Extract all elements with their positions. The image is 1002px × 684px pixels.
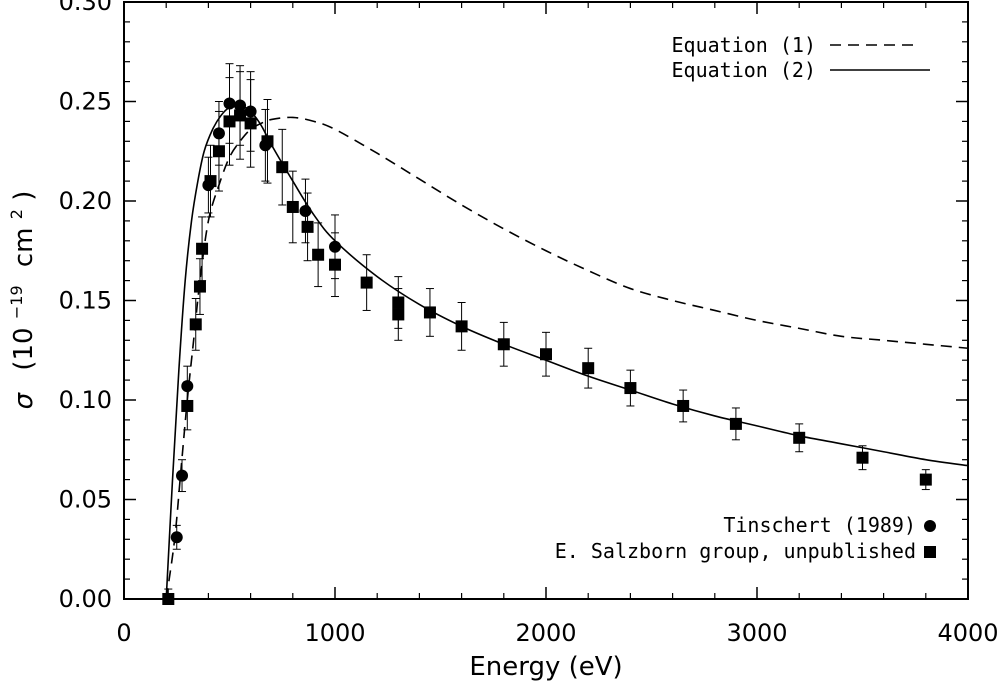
data-point-salzborn	[423, 306, 436, 319]
x-axis-label: Energy (eV)	[469, 652, 622, 682]
legend-bottom-right: Tinschert (1989) E. Salzborn group, unpu…	[555, 513, 936, 563]
x-tick-label: 0	[116, 619, 131, 647]
y-axis-unit-close: )	[9, 191, 39, 201]
data-point-salzborn	[204, 175, 217, 188]
data-point-salzborn	[234, 109, 247, 122]
y-axis-unit-open: (10	[9, 327, 39, 370]
y-tick-label: 0.20	[59, 187, 112, 215]
data-point-salzborn	[212, 145, 225, 158]
y-tick-labels: 0.00 0.05 0.10 0.15 0.20 0.25 0.30	[59, 0, 112, 613]
data-point-salzborn	[276, 161, 289, 174]
data-point-salzborn	[301, 220, 314, 233]
data-points	[162, 63, 932, 605]
data-point-salzborn	[677, 399, 690, 412]
data-point-salzborn	[244, 117, 257, 130]
data-point-salzborn	[286, 200, 299, 213]
data-point-salzborn	[624, 382, 637, 395]
legend-tinschert-label: Tinschert (1989)	[723, 513, 916, 537]
data-point-salzborn	[360, 276, 373, 289]
data-point-salzborn	[181, 399, 194, 412]
data-point-tinschert	[176, 469, 189, 482]
y-tick-label: 0.10	[59, 386, 112, 414]
data-point-salzborn	[193, 280, 206, 293]
data-point-salzborn	[455, 320, 468, 333]
curve-equation-2	[165, 104, 969, 600]
legend-equation-2-label: Equation (2)	[672, 58, 817, 82]
svg-text:σ (10 −19 cm: σ (10 −19 cm 2 )	[0, 191, 39, 410]
y-tick-label: 0.25	[59, 88, 112, 116]
data-point-salzborn	[196, 242, 209, 255]
data-point-salzborn	[497, 338, 510, 351]
data-point-salzborn	[729, 417, 742, 430]
legend-salzborn-marker	[924, 546, 936, 558]
data-point-salzborn	[162, 593, 175, 605]
y-axis-unit: cm	[9, 227, 39, 267]
x-tick-labels: 0 1000 2000 3000 4000	[116, 619, 998, 647]
legend-salzborn-label: E. Salzborn group, unpublished	[555, 539, 916, 563]
legend-top-right: Equation (1) Equation (2)	[672, 33, 930, 82]
legend-equation-1-label: Equation (1)	[672, 33, 817, 57]
y-axis-unit-exponent: 2	[7, 209, 26, 219]
data-point-salzborn	[919, 473, 932, 486]
x-tick-label: 1000	[304, 619, 365, 647]
data-point-salzborn	[223, 115, 236, 128]
data-point-salzborn	[856, 451, 869, 464]
data-point-salzborn	[582, 362, 595, 375]
data-point-salzborn	[793, 431, 806, 444]
legend-tinschert-marker	[924, 520, 936, 532]
axis-ticks	[123, 1, 969, 600]
data-point-tinschert	[170, 531, 183, 544]
x-tick-label: 4000	[937, 619, 998, 647]
x-tick-label: 3000	[726, 619, 787, 647]
y-axis-symbol: σ	[9, 391, 39, 409]
data-point-salzborn	[329, 258, 341, 271]
y-axis-exponent: −19	[7, 285, 26, 319]
data-point-salzborn	[312, 248, 325, 261]
data-point-salzborn	[189, 318, 202, 331]
y-tick-label: 0.00	[59, 585, 112, 613]
data-point-salzborn	[261, 135, 274, 148]
y-axis-label: σ (10 −19 cm 2 )	[0, 191, 39, 410]
data-point-tinschert	[299, 204, 312, 217]
data-point-salzborn	[392, 308, 405, 321]
y-tick-label: 0.30	[59, 0, 112, 16]
x-tick-label: 2000	[515, 619, 576, 647]
data-point-salzborn	[540, 348, 552, 361]
y-tick-label: 0.15	[59, 287, 112, 315]
y-tick-label: 0.05	[59, 486, 112, 514]
